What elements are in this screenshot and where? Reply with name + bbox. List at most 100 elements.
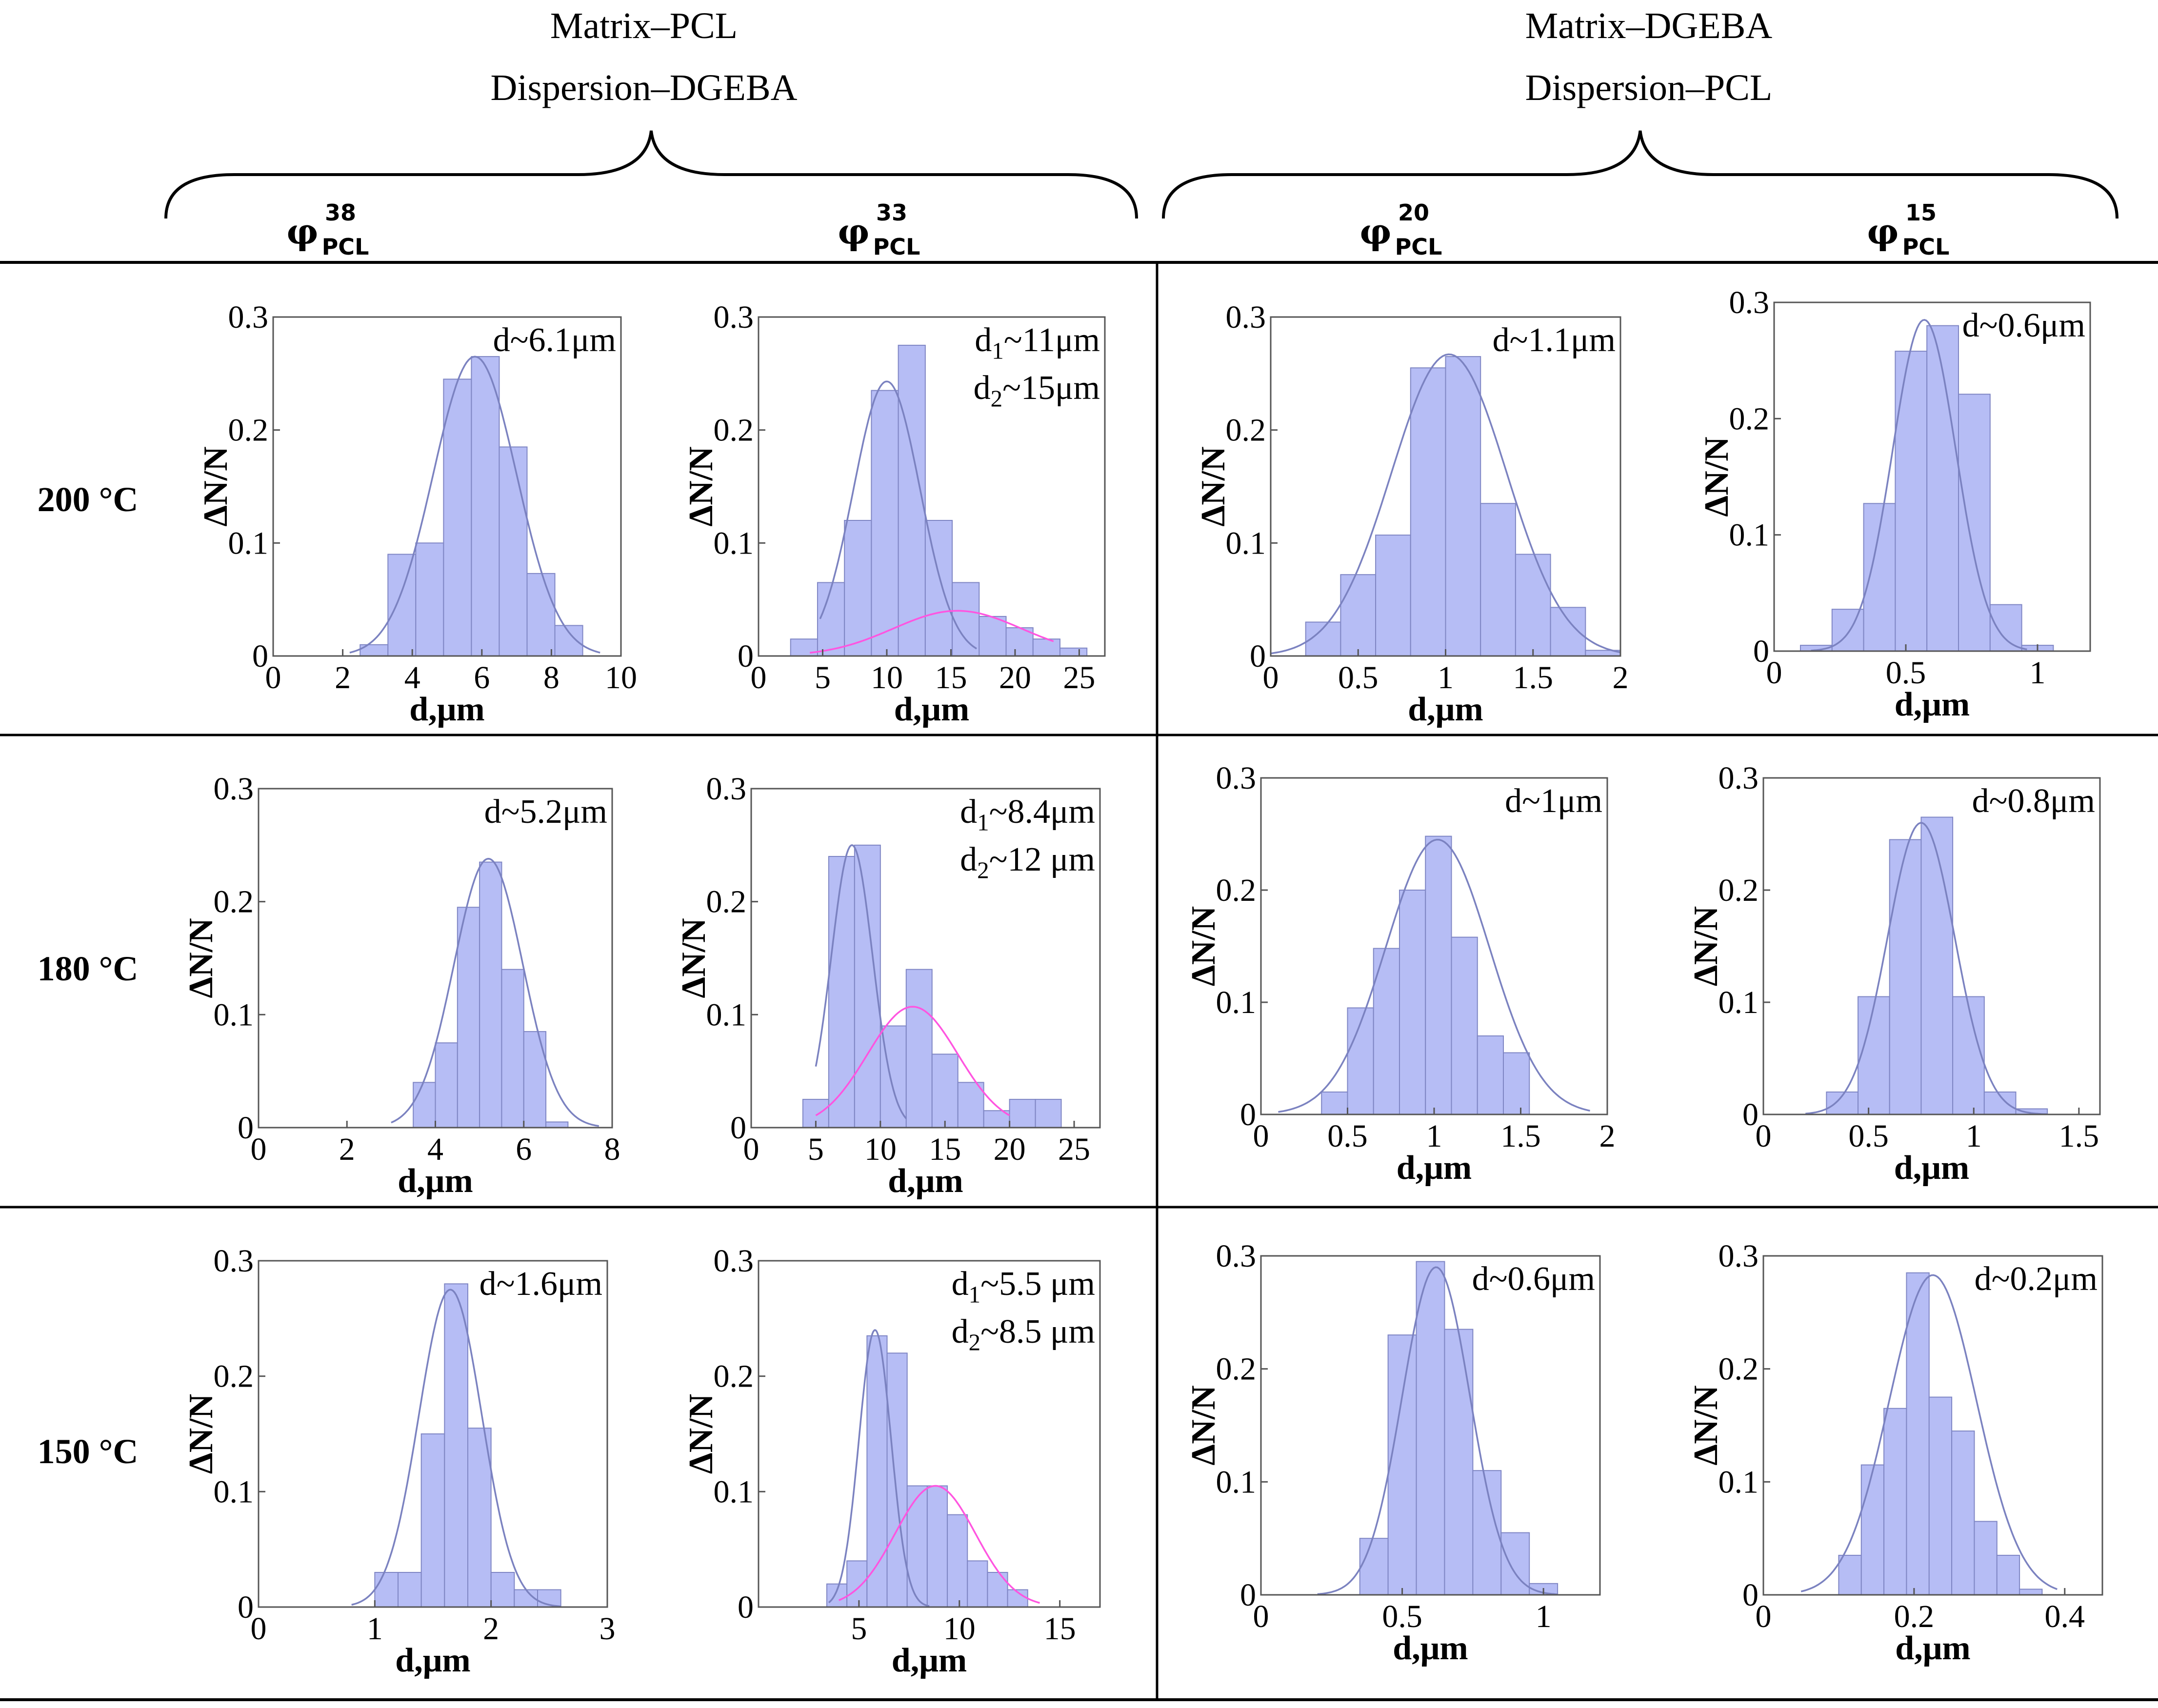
plot-frame bbox=[1260, 1255, 1601, 1596]
y-tick-label: 0.3 bbox=[714, 299, 754, 335]
histogram-panel-1: 0 0.1 0.2 0.3 0 2 4 6 8 10 d,μm ΔN/N d~6.1μm bbox=[197, 299, 637, 728]
histogram-bar bbox=[420, 1433, 445, 1608]
y-tick-label: 0 bbox=[238, 1110, 254, 1146]
x-tick-label: 1.5 bbox=[1513, 660, 1554, 695]
x-tick-label: 4 bbox=[404, 660, 420, 695]
histogram-bar bbox=[457, 907, 480, 1128]
histogram-bar bbox=[471, 356, 500, 656]
histogram-bar bbox=[1989, 604, 2022, 652]
plot-frame bbox=[758, 316, 1106, 657]
histogram-bar bbox=[1410, 367, 1446, 656]
fit-curve-main bbox=[1811, 318, 2027, 652]
histogram-bar bbox=[1444, 1329, 1474, 1595]
histogram-bar bbox=[1399, 890, 1426, 1115]
y-tick-label: 0.3 bbox=[1729, 285, 1770, 320]
fit-curve-main bbox=[1800, 1274, 2058, 1592]
x-tick-label: 3 bbox=[599, 1611, 616, 1647]
y-tick-label: 0 bbox=[730, 1110, 746, 1146]
y-tick-label: 0.3 bbox=[1216, 760, 1257, 796]
plot-frame bbox=[750, 788, 1101, 1129]
y-axis-label: ΔN/N bbox=[197, 446, 235, 526]
x-tick-label: 20 bbox=[999, 660, 1031, 695]
y-tick-label: 0.2 bbox=[714, 1359, 754, 1394]
x-tick-label: 0 bbox=[265, 660, 281, 695]
annotation-1: d1~11μm bbox=[975, 321, 1100, 364]
histogram-bar bbox=[1926, 325, 1959, 652]
histogram-bar bbox=[1032, 638, 1060, 656]
x-tick-label: 25 bbox=[1058, 1132, 1090, 1167]
x-tick-label: 0 bbox=[1253, 1118, 1269, 1154]
x-tick-label: 1 bbox=[2030, 655, 2046, 691]
y-tick-label: 0.2 bbox=[706, 884, 747, 920]
histogram-bar bbox=[523, 1031, 547, 1128]
histogram-bar bbox=[435, 1042, 458, 1128]
phi-superscript: 20 bbox=[1398, 199, 1429, 226]
phi-subscript: PCL bbox=[1902, 234, 1950, 260]
y-tick-label: 0.2 bbox=[1216, 1351, 1257, 1387]
fit-curve-d2 bbox=[815, 1006, 1010, 1116]
histogram-panel-11: 0 0.1 0.2 0.3 0 0.5 1 d,μm ΔN/N d~0.6μm bbox=[1185, 1238, 1601, 1667]
histogram-bar bbox=[817, 582, 845, 656]
y-tick-label: 0.3 bbox=[1216, 1238, 1257, 1274]
x-axis-label: d,μm bbox=[395, 1642, 470, 1679]
x-tick-label: 10 bbox=[943, 1611, 976, 1647]
histogram-bar bbox=[1451, 936, 1478, 1115]
fit-curve-main bbox=[349, 356, 600, 654]
y-tick-label: 0 bbox=[1250, 638, 1266, 674]
x-tick-label: 2 bbox=[1613, 660, 1629, 695]
fit-curve-d1 bbox=[815, 844, 907, 1119]
row-label-3: 150 °C bbox=[38, 1432, 139, 1471]
phi-superscript: 33 bbox=[876, 199, 907, 226]
y-axis-label: ΔN/N bbox=[1687, 1385, 1725, 1465]
y-tick-label: 0.3 bbox=[1718, 760, 1759, 796]
y-tick-label: 0.3 bbox=[1226, 299, 1266, 335]
x-tick-label: 0 bbox=[1756, 1599, 1772, 1634]
x-tick-label: 2 bbox=[335, 660, 351, 695]
y-tick-label: 0.1 bbox=[714, 1474, 754, 1509]
histogram-bar bbox=[826, 1583, 848, 1608]
x-tick-label: 8 bbox=[543, 660, 559, 695]
x-tick-label: 15 bbox=[935, 660, 967, 695]
x-tick-label: 1 bbox=[1966, 1118, 1982, 1154]
column-header-phi-20: φ 20 PCL bbox=[1359, 199, 1442, 260]
left-brace bbox=[164, 130, 1138, 219]
plot-frame bbox=[1773, 301, 2091, 652]
plot-frame bbox=[1762, 1255, 2103, 1596]
y-axis-label: ΔN/N bbox=[682, 446, 720, 526]
x-tick-label: 2 bbox=[339, 1132, 355, 1167]
histogram-bar bbox=[1425, 835, 1452, 1115]
histogram-bar bbox=[828, 856, 855, 1128]
annotation-2: d2~15μm bbox=[974, 369, 1100, 412]
y-axis-label: ΔN/N bbox=[1185, 906, 1222, 986]
histogram-bar bbox=[398, 1572, 422, 1608]
x-tick-label: 2 bbox=[483, 1611, 499, 1647]
histogram-panel-12: 0 0.1 0.2 0.3 0 0.2 0.4 d,μm ΔN/N d~0.2μm bbox=[1687, 1238, 2103, 1667]
left-group-dispersion-label: Dispersion–DGEBA bbox=[490, 67, 797, 108]
x-tick-label: 25 bbox=[1063, 660, 1095, 695]
y-tick-label: 0.2 bbox=[214, 884, 254, 920]
histogram-bar bbox=[490, 1572, 515, 1608]
annotation-1: d~1μm bbox=[1505, 782, 1602, 820]
annotation-1: d1~5.5 μm bbox=[952, 1265, 1095, 1308]
x-axis-label: d,μm bbox=[1408, 691, 1483, 728]
histogram-bar bbox=[413, 1082, 436, 1128]
right-group-matrix-label: Matrix–DGEBA bbox=[1525, 5, 1773, 46]
y-tick-label: 0.3 bbox=[1718, 1238, 1759, 1274]
x-tick-label: 10 bbox=[871, 660, 903, 695]
y-tick-label: 0.2 bbox=[1216, 873, 1257, 908]
histogram-bar bbox=[844, 520, 872, 656]
histogram-panel-5: 0 0.1 0.2 0.3 0 2 4 6 8 d,μm ΔN/N d~5.2μm bbox=[182, 771, 620, 1200]
histogram-bar bbox=[1550, 607, 1586, 656]
histogram-panel-2: 0 0.1 0.2 0.3 0 5 10 15 20 25 d,μm ΔN/N d1~11μm d2~15… bbox=[682, 299, 1106, 728]
y-tick-label: 0.3 bbox=[228, 299, 269, 335]
y-tick-label: 0 bbox=[238, 1589, 254, 1625]
x-axis-label: d,μm bbox=[894, 691, 969, 728]
y-tick-label: 0 bbox=[1753, 634, 1769, 669]
histogram-panel-4: 0 0.1 0.2 0.3 0 0.5 1 d,μm ΔN/N d~0.6μm bbox=[1698, 285, 2091, 723]
histogram-bar bbox=[1928, 1396, 1953, 1595]
x-tick-label: 1 bbox=[367, 1611, 383, 1647]
y-tick-label: 0.1 bbox=[1226, 525, 1266, 561]
annotation-1: d~1.1μm bbox=[1493, 321, 1616, 359]
